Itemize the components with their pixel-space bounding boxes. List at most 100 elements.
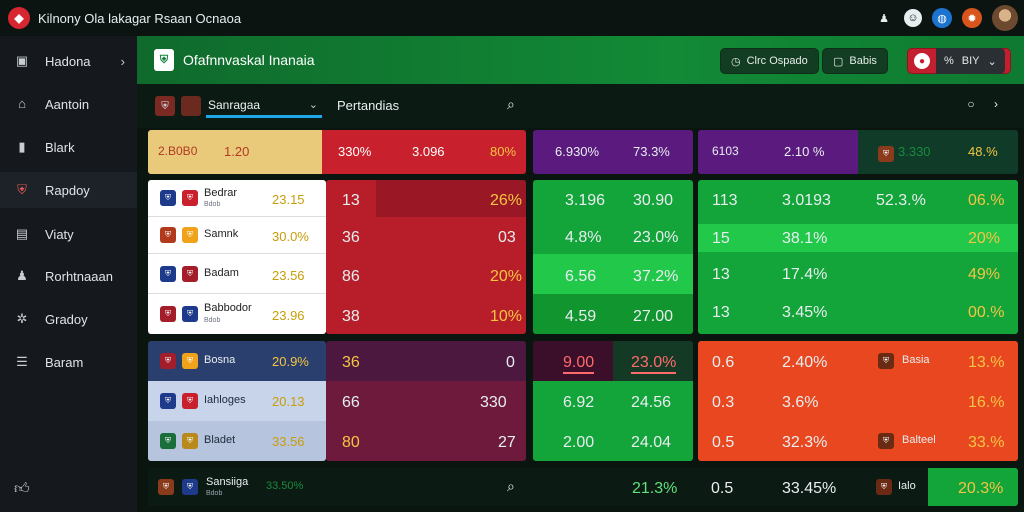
stat-value: 4.8%: [565, 229, 602, 246]
team-crest-icon: ⛨: [160, 393, 176, 409]
sidebar-item-rapdoy[interactable]: ⛨ Rapdoy: [0, 172, 137, 208]
summary-value: 80%: [490, 144, 517, 159]
stat-value: 113: [712, 192, 738, 209]
stat-value: 33.45%: [782, 480, 837, 497]
stat-value: 30.90: [633, 192, 674, 209]
table-row[interactable]: ⛨ ⛨ Iahloges 20.13: [148, 381, 326, 421]
section-label: Pertandias: [337, 98, 400, 113]
app-logo-icon: ◆: [8, 7, 30, 29]
table-row[interactable]: ⛨ ⛨ Samnk 30.0%: [148, 217, 326, 254]
stat-value: 52.3.%: [876, 192, 926, 209]
search-icon[interactable]: ⌕: [507, 96, 515, 112]
stat-value: 6.56: [565, 268, 597, 285]
sidebar-item-rorhtnaaan[interactable]: ♟ Rorhtnaaan: [0, 258, 137, 294]
building-icon: ▮: [18, 139, 26, 154]
view-controls[interactable]: ○ ›: [967, 97, 1006, 111]
sidebar-item-hadona[interactable]: ▣ Hadona ›: [0, 43, 137, 79]
team-crest-icon: ⛨: [182, 433, 198, 449]
sidebar-item-baram[interactable]: ☰ Baram: [0, 344, 137, 380]
fire-icon[interactable]: ✹: [962, 8, 982, 28]
stat-value: 20.3%: [958, 480, 1004, 497]
team-crest-icon: ⛨: [160, 306, 176, 322]
stat-value: 4.59: [565, 308, 597, 325]
stat-value: 37.2%: [633, 268, 679, 285]
sidebar-item-aantoin[interactable]: ⌂ Aantoin: [0, 86, 137, 122]
team-crest-icon: ⛨: [160, 433, 176, 449]
club-crest-icon: ⛨: [154, 49, 174, 71]
stat-value: 24.04: [631, 434, 672, 451]
table-row[interactable]: ⛨ ⛨ Bladet 33.56: [148, 421, 326, 461]
top-actions: ♟ ☺ ◍ ✹: [874, 5, 1018, 31]
sidebar-item-label: Baram: [45, 354, 84, 370]
stat-value: 2.40%: [782, 354, 828, 371]
team-crest-icon: ⛨: [876, 479, 892, 495]
sidebar-item-label: Gradoy: [45, 311, 88, 327]
team-crest-icon: ⛨: [878, 353, 894, 369]
stat-value: 2.00: [563, 434, 595, 451]
stat-value: 21.3%: [632, 480, 678, 497]
sidebar-item-label: Aantoin: [45, 96, 90, 112]
team-name: Bosna: [204, 354, 236, 366]
stat-value: 00.%: [968, 304, 1005, 321]
stat-value: 23.0%: [633, 229, 679, 246]
bottom-summary-row[interactable]: ⛨ ⛨ Sansiiga Bdob 33.50% ⌕ 21.3% 0.5 33.…: [148, 468, 1018, 506]
table-row[interactable]: ⛨ ⛨ Bedrar Bdob 23.15: [148, 180, 326, 217]
stat-value: 66: [342, 394, 360, 411]
stat-value: 15: [712, 230, 730, 247]
team-value: 20.9%: [272, 354, 309, 369]
table-row[interactable]: ⛨ ⛨ Bosna 20.9%: [148, 341, 326, 381]
team-crest-icon: ⛨: [182, 190, 198, 206]
team-crest-icon: ⛨: [878, 433, 894, 449]
list-icon: ☰: [16, 354, 28, 369]
team-crest-icon: ⛨: [182, 227, 198, 243]
avatar[interactable]: [992, 5, 1018, 31]
smile-icon[interactable]: ☺: [904, 9, 922, 27]
stat-value: 20%: [968, 230, 1001, 247]
filter-toolbar: ⛨ Sanragaa ⌄ Pertandias ⌕ ○ ›: [137, 84, 1024, 128]
summary-value: 73.3%: [633, 144, 670, 159]
stat-value: 0.5: [711, 480, 734, 497]
stat-value: 33.50%: [266, 480, 304, 492]
dropdown-label: BIY: [961, 55, 980, 67]
clrc-button[interactable]: ◷ Clrc Ospado: [720, 48, 819, 74]
top-bar: ◆ Kilnony Ola lakagar Rsaan Ocnaoa ♟ ☺ ◍…: [0, 0, 1024, 36]
page-title: Ofafnnvaskal Inanaia: [183, 52, 315, 68]
team-select[interactable]: Sanragaa ⌄: [206, 94, 322, 118]
team-name: Bladet: [204, 434, 236, 446]
team-crest-icon: ⛨: [160, 353, 176, 369]
team-name: Basia: [902, 354, 930, 366]
table-row[interactable]: ⛨ ⛨ Babbodor Bdob 23.96: [148, 294, 326, 334]
stats-green-b: 113 3.0193 52.3.% 06.% 15 38.1% 20% 13 1…: [698, 180, 1018, 334]
sidebar-item-label: Blark: [45, 139, 75, 155]
babis-button-label: Babis: [849, 55, 877, 67]
account-dropdown[interactable]: ● % BIY ⌄: [907, 48, 1011, 74]
stat-value: 3.6%: [782, 394, 819, 411]
summary-value: 2.B0B0: [158, 144, 198, 158]
sidebar-item-label: Rorhtnaaan: [45, 268, 113, 284]
sidebar-item-gradoy[interactable]: ✲ Gradoy: [0, 301, 137, 337]
search-icon[interactable]: ⌕: [507, 478, 515, 494]
stat-value: 33.%: [968, 434, 1005, 451]
team-name: Babbodor: [204, 302, 252, 314]
thumbs-up-icon[interactable]: 👍︎: [14, 480, 30, 497]
table-row[interactable]: ⛨ ⛨ Badam 23.56: [148, 254, 326, 294]
babis-button[interactable]: ▢ Babis: [822, 48, 888, 74]
team-crest-icon: ⛨: [160, 266, 176, 282]
team-crest-icon: ⛨: [160, 227, 176, 243]
stat-value: 20%: [490, 268, 523, 285]
summary-panel-2: 6.930% 73.3%: [533, 130, 693, 174]
shield-icon: ⛨: [17, 182, 27, 197]
stat-value: 3.0193: [782, 192, 831, 209]
sidebar-item-viaty[interactable]: ▤ Viaty: [0, 216, 137, 252]
stat-value: 80: [342, 434, 360, 451]
dropdown-percent: %: [944, 55, 954, 67]
stat-value: 13: [712, 304, 730, 321]
stat-value: 16.%: [968, 394, 1005, 411]
team-sub: Bdob: [206, 490, 223, 497]
stats-green-a: 3.196 30.90 4.8% 23.0% 6.56 37.2% 4.59 2…: [533, 180, 693, 334]
globe-icon[interactable]: ◍: [932, 8, 952, 28]
user-icon[interactable]: ♟: [879, 12, 889, 25]
stat-value: 0: [506, 354, 515, 371]
sidebar-item-blark[interactable]: ▮ Blark: [0, 129, 137, 165]
summary-value: 48.%: [968, 144, 998, 159]
